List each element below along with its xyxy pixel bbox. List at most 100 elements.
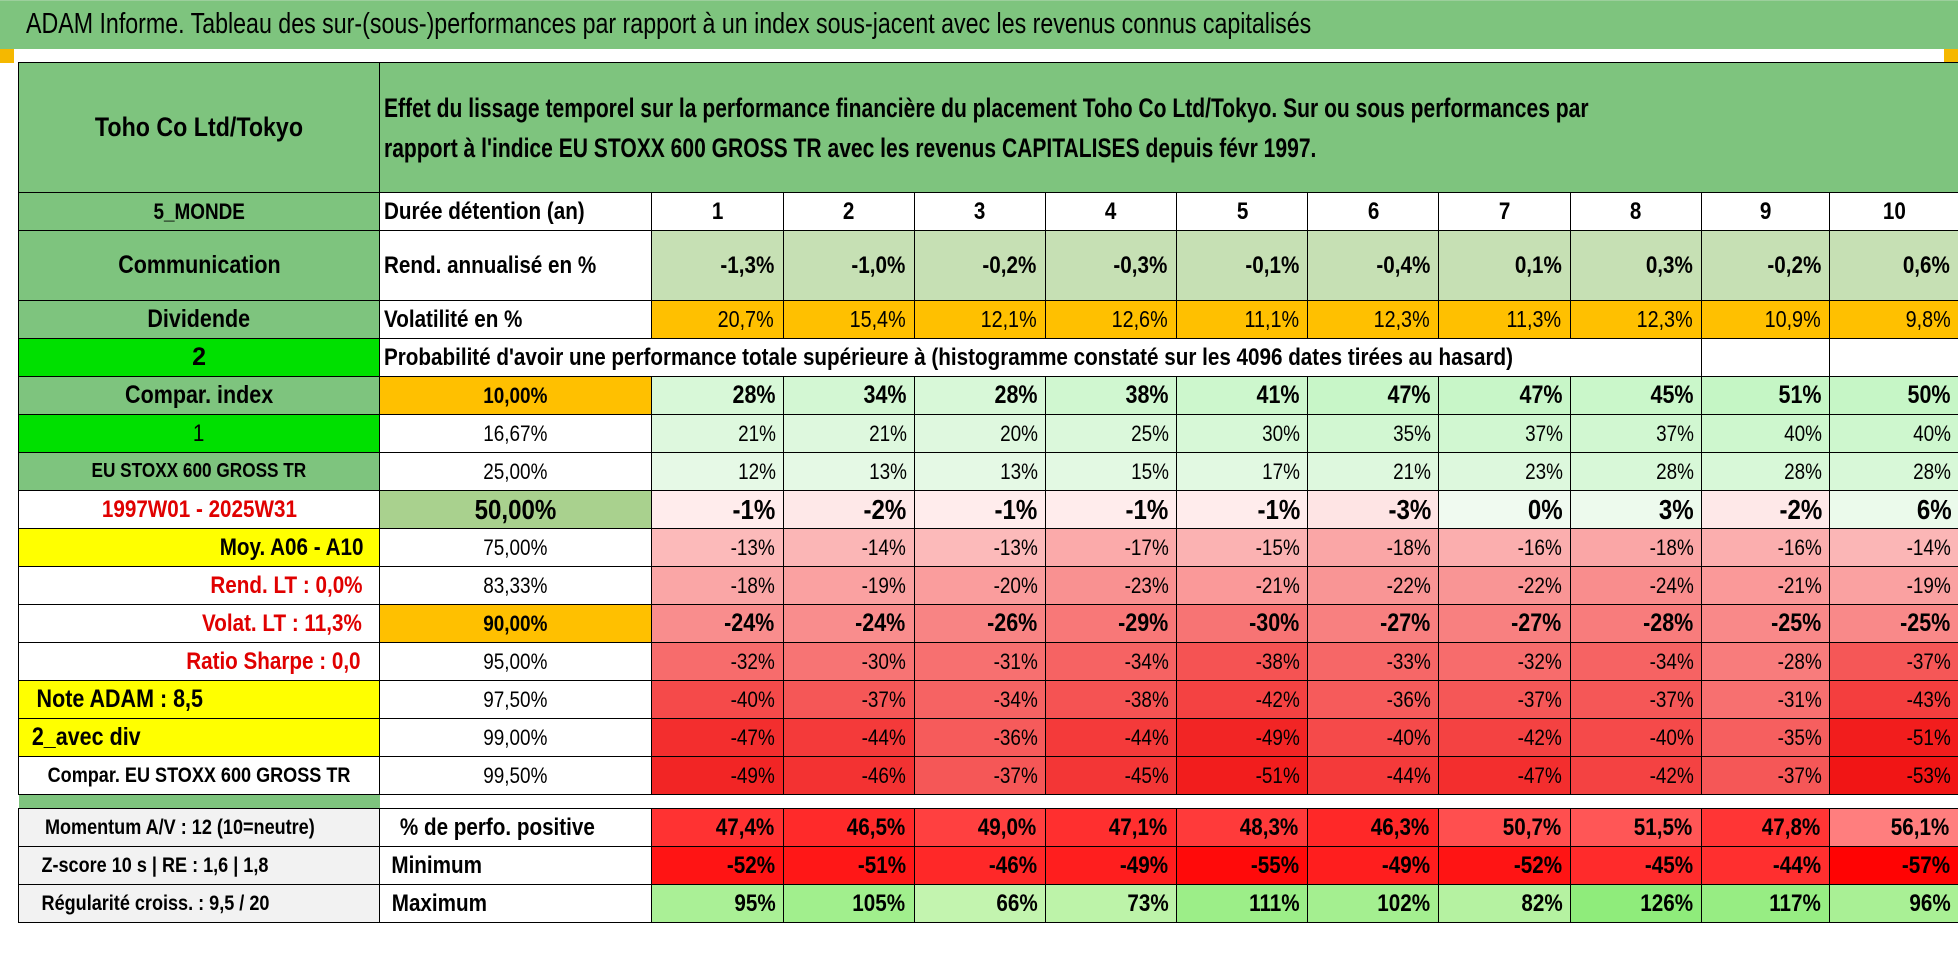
quantile-value-text: -31% [1777,686,1822,712]
year-header-text: 9 [1759,197,1772,225]
summary-value-max-text: 96% [1909,889,1951,917]
quantile-value-text: -28% [1777,648,1822,674]
quantile-row: Moy. A06 - A10 75,00% -13% -14% -13% -17% -15%… [17,528,1958,567]
quantile-value-text: -51% [1255,762,1300,788]
quantile-value-text: 28% [1784,458,1823,484]
vol-value-text: 11,3% [1506,306,1562,332]
summary-value-min-text: -49% [1120,851,1169,879]
summary-value-min-text: -45% [1644,851,1693,879]
quantile-pct-text: 75,00% [483,534,548,560]
quantile-value: 3% [1569,490,1702,529]
summary-value-max-text: 102% [1377,889,1431,917]
quantile-value: -28% [1700,642,1831,681]
quantile-value: -30% [1176,604,1309,643]
quantile-value: 28% [1829,452,1958,491]
quantile-pct-text: 83,33% [483,572,548,598]
quantile-value: -13% [913,528,1046,567]
quantile-value-text: -18% [1386,534,1431,560]
quantile-value-text: -46% [862,762,907,788]
summary-value-pos-text: 56,1% [1890,813,1950,841]
quantile-value-text: -19% [1906,572,1951,598]
summary-left-zscore: Z-score 10 s | RE : 1,6 | 1,8 [17,846,381,885]
quantile-value: 37% [1438,414,1571,453]
summary-value-pos-text: 50,7% [1502,813,1561,841]
quantile-value: 30% [1176,414,1309,453]
rend-label: Rend. annualisé en % [379,230,653,301]
year-header-text: 3 [974,197,986,225]
summary-value-pos: 47,4% [651,808,784,847]
quantile-pct: 25,00% [379,452,653,491]
quantile-value: -37% [1438,680,1571,719]
quantile-value-text: -36% [1386,686,1431,712]
quantile-value: -40% [651,680,784,719]
summary-value-min: -52% [651,846,784,885]
quantile-value-text: -30% [862,648,907,674]
quantile-row: Volat. LT : 11,3% 90,00% -24% -24% -26% -29% -… [17,604,1958,643]
quantile-value: -1% [1176,490,1309,529]
quantile-value-text: -34% [1124,648,1169,674]
rend-value-text: 0,6% [1903,251,1951,279]
quantile-value: 41% [1176,376,1309,415]
quantile-value: -45% [1044,756,1178,795]
quantile-value-text: -15% [1255,534,1300,560]
quantile-value: -28% [1569,604,1702,643]
quantile-value: 12% [651,452,784,491]
quantile-value: -3% [1307,490,1440,529]
quantile-value-text: -13% [730,534,776,560]
quantile-value: -49% [651,756,784,795]
quantile-value: -18% [1569,528,1702,567]
summary-value-min: -51% [782,846,915,885]
quantile-value-text: -53% [1906,762,1951,788]
quantile-value-text: -40% [730,686,776,712]
corner-marker-right [1944,49,1958,63]
quantile-row: Rend. LT : 0,0% 83,33% -18% -19% -20% -23% -21… [17,566,1958,605]
quantile-value-text: 35% [1393,420,1432,446]
quantile-value-text: -44% [1124,724,1169,750]
quantile-value-text: -26% [986,609,1037,637]
quantile-value: -25% [1829,604,1958,643]
quantile-value-text: 47% [1387,381,1431,409]
quantile-value: -37% [1829,642,1958,681]
quantile-value-text: -36% [993,724,1038,750]
summary-label-min: Minimum [379,846,653,885]
quantile-value: -53% [1829,756,1958,795]
quantile-value-text: -47% [730,724,776,750]
left-label-index-name-text: EU STOXX 600 GROSS TR [91,460,307,482]
quantile-value: 21% [782,414,915,453]
summary-left-zscore-text: Z-score 10 s | RE : 1,6 | 1,8 [41,853,269,877]
quantile-value: -37% [1569,680,1702,719]
quantile-value: 23% [1438,452,1571,491]
quantile-value-text: 23% [1524,458,1563,484]
summary-value-pos: 46,3% [1307,808,1440,847]
vol-value-text: 12,6% [1111,306,1168,332]
summary-value-max: 95% [651,884,784,923]
quantile-value-text: -24% [1649,572,1694,598]
quantile-value-text: -37% [1649,686,1694,712]
quantile-pct: 99,00% [379,718,653,757]
rend-value: -0,1% [1176,230,1309,301]
summary-label-pos: % de perfo. positive [379,808,653,847]
quantile-value: -43% [1829,680,1958,719]
description-cell: Effet du lissage temporel sur la perform… [379,62,1958,193]
summary-value-pos-text: 47,4% [715,813,774,841]
quantile-value: -17% [1044,528,1178,567]
summary-value-pos: 50,7% [1438,808,1571,847]
left-label-sharpe-text: Ratio Sharpe : 0,0 [186,647,361,675]
summary-value-pos: 48,3% [1176,808,1309,847]
summary-value-min: -45% [1569,846,1702,885]
summary-value-min: -55% [1176,846,1309,885]
year-header: 3 [913,192,1046,231]
rend-value: -0,2% [913,230,1046,301]
quantile-value: -32% [1438,642,1571,681]
quantile-value: -2% [1700,490,1831,529]
quantile-value-text: -37% [993,762,1038,788]
quantile-value: -16% [1438,528,1571,567]
quantile-value: 37% [1569,414,1702,453]
quantile-value-text: 3% [1659,493,1695,525]
quantile-value-text: -33% [1386,648,1431,674]
quantile-value: -22% [1438,566,1571,605]
summary-value-min: -49% [1307,846,1440,885]
quantile-value-text: -14% [862,534,907,560]
quantile-value: -25% [1700,604,1831,643]
quantile-value: -40% [1307,718,1440,757]
